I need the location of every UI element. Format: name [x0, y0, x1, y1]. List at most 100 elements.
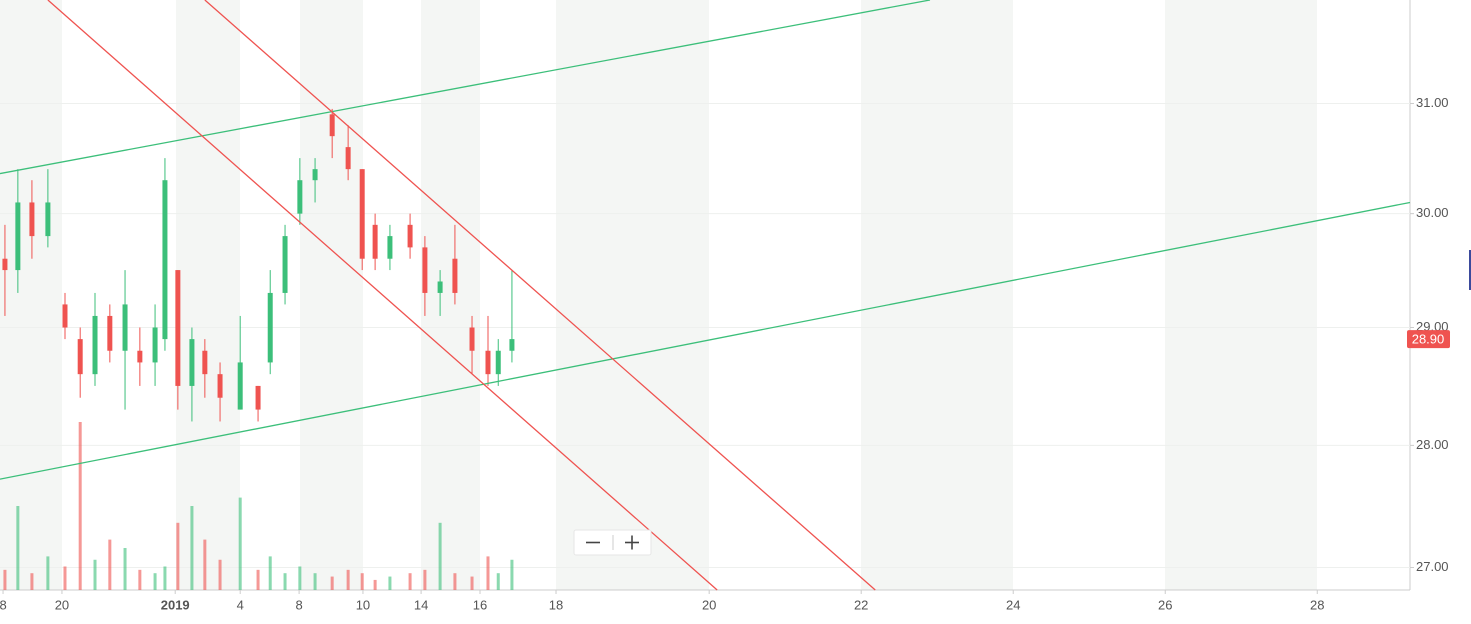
candle-body	[387, 236, 393, 259]
band	[176, 0, 240, 590]
volume-bar	[63, 566, 67, 590]
volume-bar	[218, 559, 222, 590]
candle-body	[45, 202, 51, 237]
last-price-label: 28.90	[1412, 332, 1445, 347]
candle-body	[175, 270, 181, 386]
candle-body	[2, 258, 8, 271]
y-tick-label: 31.00	[1416, 95, 1449, 110]
band	[421, 0, 480, 590]
volume-bar	[373, 579, 377, 590]
band	[0, 0, 62, 590]
volume-bar	[238, 497, 242, 590]
volume-bar	[123, 548, 127, 590]
candle-body	[495, 350, 501, 375]
candle-body	[469, 327, 475, 351]
x-tick-label: 4	[237, 597, 244, 612]
candle-body	[345, 147, 351, 170]
candle-body	[189, 339, 195, 386]
band	[1165, 0, 1317, 590]
volume-bar	[298, 566, 302, 590]
volume-bar	[46, 556, 50, 590]
volume-bar	[93, 559, 97, 590]
volume-bar	[470, 576, 474, 590]
trend-line	[204, 0, 876, 591]
volume-bar	[3, 569, 7, 590]
volume-bar	[408, 573, 412, 590]
x-tick-label: 8	[295, 597, 302, 612]
band	[300, 0, 363, 590]
y-tick-label: 27.00	[1416, 559, 1449, 574]
x-tick-label: 20	[702, 597, 716, 612]
x-tick-label: 26	[1158, 597, 1172, 612]
candle-body	[107, 315, 113, 351]
candle-body	[137, 350, 143, 363]
volume-bar	[330, 576, 334, 590]
last-price-box	[1407, 330, 1450, 349]
volume-bar	[203, 539, 207, 590]
band	[556, 0, 709, 590]
zoom-in-button[interactable]	[625, 535, 639, 550]
candle-body	[297, 180, 303, 214]
x-tick-label: 28	[1310, 597, 1324, 612]
candle-body	[62, 304, 68, 328]
volume-bar	[138, 569, 142, 590]
candle-body	[217, 374, 223, 398]
candle-body	[312, 169, 318, 181]
x-tick-label: 14	[414, 597, 428, 612]
volume-bar	[268, 556, 272, 590]
x-tick-label: 18	[549, 597, 563, 612]
y-tick-label: 30.00	[1416, 205, 1449, 220]
x-tick-label: 22	[854, 597, 868, 612]
y-tick-label: 28.00	[1416, 437, 1449, 452]
candle-body	[77, 339, 83, 375]
volume-bar	[496, 573, 500, 590]
candle-body	[509, 339, 515, 351]
candle-body	[422, 247, 428, 293]
volume-bar	[176, 522, 180, 590]
volume-bar	[423, 569, 427, 590]
background-bands	[0, 0, 1317, 590]
candle-body	[15, 202, 21, 271]
volume-bar	[30, 573, 34, 590]
volume-bar	[16, 506, 20, 590]
trend-line	[0, 201, 1411, 480]
zoom-controls	[573, 529, 652, 556]
candle-body	[237, 362, 243, 410]
volume-bar	[283, 573, 287, 590]
candle-body	[152, 327, 158, 363]
candle-body	[255, 385, 261, 410]
candle-body	[202, 350, 208, 375]
x-tick-label: 16	[473, 597, 487, 612]
candle-body	[372, 224, 378, 259]
volume-bar	[190, 506, 194, 590]
volume-bar	[78, 422, 82, 590]
volume-bar	[163, 566, 167, 590]
candle-body	[437, 281, 443, 293]
volume-bar	[453, 573, 457, 590]
volume-bar	[313, 573, 317, 590]
volume-bar	[388, 576, 392, 590]
candle-body	[282, 236, 288, 293]
volume-bar	[346, 569, 350, 590]
candle-body	[452, 258, 458, 293]
trend-line	[47, 0, 718, 591]
candle-body	[29, 202, 35, 237]
candle-body	[359, 169, 365, 259]
x-tick-label: 20	[55, 597, 69, 612]
trend-line	[0, 0, 931, 175]
volume-bar	[153, 573, 157, 590]
candle-body	[407, 224, 413, 248]
x-tick-label: 2019	[161, 597, 190, 612]
volume-bar	[360, 573, 364, 590]
x-tick-label: 10	[356, 597, 370, 612]
candle-body	[485, 350, 491, 375]
candle-body	[162, 180, 168, 340]
candle-body	[329, 114, 335, 137]
x-tick-label: 24	[1006, 597, 1020, 612]
x-tick-label: 8	[0, 597, 7, 612]
volume-bar	[438, 522, 442, 590]
candle-body	[92, 315, 98, 375]
volume-bar	[108, 539, 112, 590]
volume-bar	[486, 556, 490, 590]
